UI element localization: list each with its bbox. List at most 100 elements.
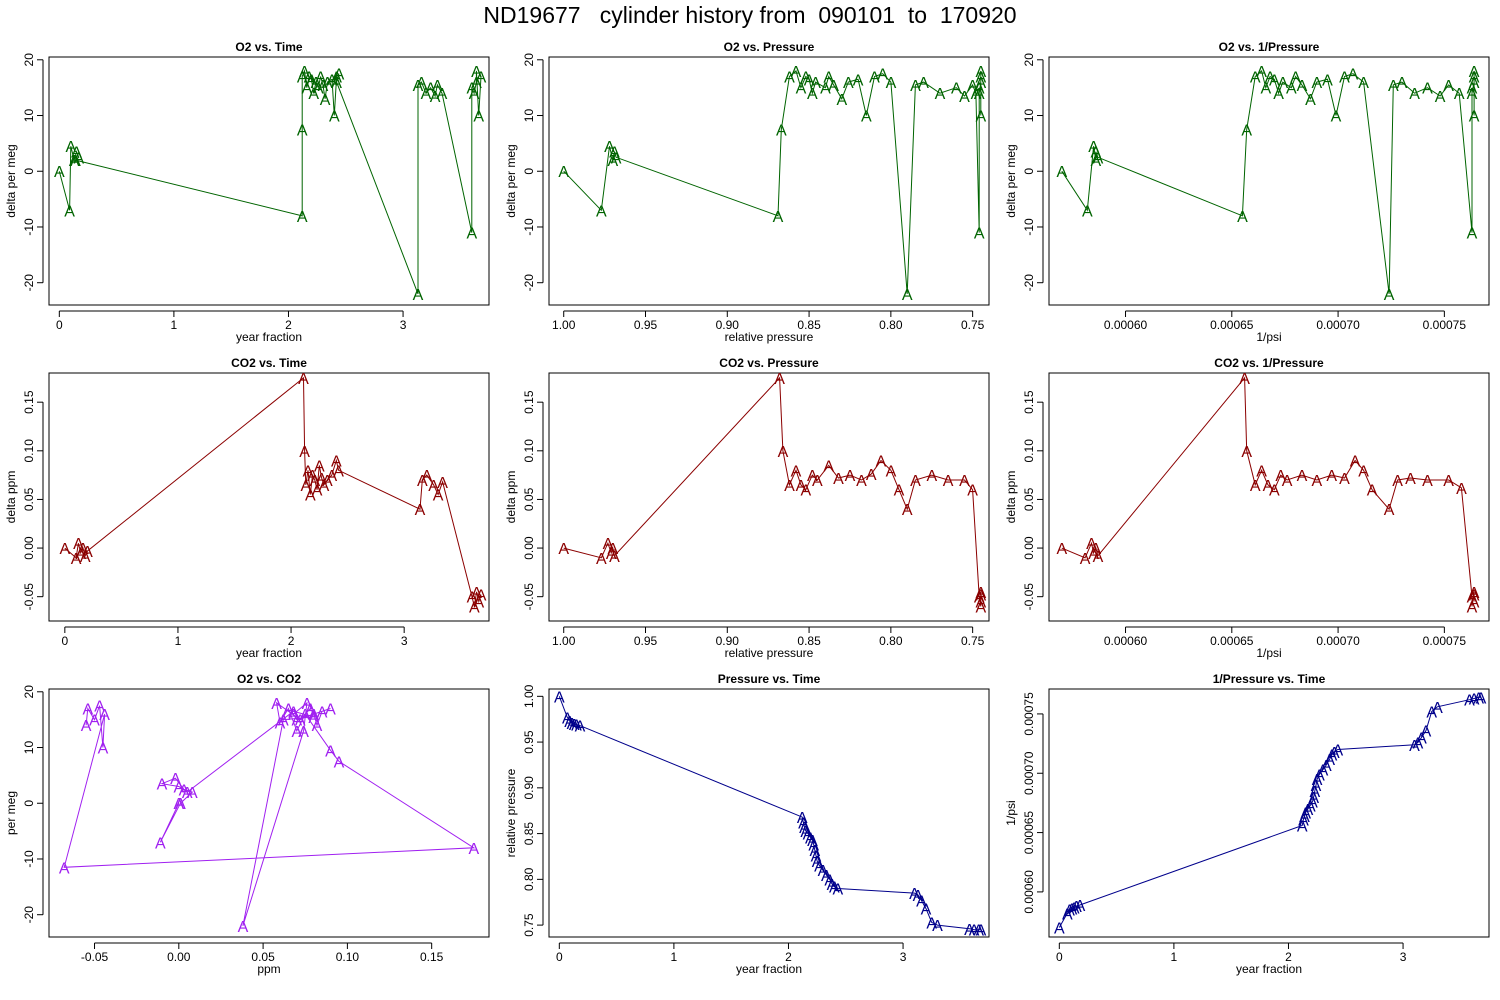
data-point: A: [1312, 772, 1323, 789]
data-point: A: [71, 145, 82, 162]
y-axis-label: delta per meg: [1004, 144, 1018, 217]
data-point: A: [916, 893, 927, 910]
data-point: A: [1397, 75, 1408, 92]
data-point: A: [1269, 483, 1280, 500]
data-point: A: [784, 70, 795, 87]
data-point: A: [1090, 145, 1101, 162]
chart-panel-3: O2 vs. 1/Pressure 0.00060 0.00065 0.00070 0.…: [1004, 40, 1490, 344]
data-point: A: [975, 70, 986, 87]
data-point: A: [1056, 164, 1067, 181]
data-point: A: [476, 588, 487, 605]
data-point: A: [312, 718, 323, 735]
x-axis-label: year fraction: [236, 330, 302, 344]
data-point: A: [437, 475, 448, 492]
data-point: A: [1090, 153, 1101, 170]
data-point: A: [1469, 588, 1480, 605]
data-point: A: [1241, 122, 1252, 139]
data-point: A: [967, 78, 978, 95]
data-point: A: [421, 468, 432, 485]
series-line: [58, 68, 482, 295]
data-point: A: [315, 70, 326, 87]
x-tick-label: 0.00075: [1423, 634, 1467, 648]
data-point: A: [288, 704, 299, 721]
data-point: A: [291, 724, 302, 741]
data-point: A: [836, 92, 847, 109]
data-point: A: [1237, 209, 1248, 226]
data-point: A: [1308, 790, 1319, 807]
chart-title: CO2 vs. 1/Pressure: [1214, 356, 1324, 370]
data-point: A: [1443, 78, 1454, 95]
data-point: A: [1321, 758, 1332, 775]
x-tick-label: 1: [175, 634, 182, 648]
y-tick-label: 0.00: [22, 536, 36, 560]
data-point: A: [778, 444, 789, 461]
x-axis-label: relative pressure: [725, 646, 814, 660]
x-tick-label: 0.85: [797, 634, 821, 648]
series-line: [1058, 696, 1481, 928]
series-line: [1061, 69, 1475, 294]
data-point: A: [73, 536, 84, 553]
data-point: A: [975, 588, 986, 605]
x-tick-label: 0.00065: [1210, 318, 1254, 332]
x-tick-label: 1: [171, 318, 178, 332]
data-point: A: [1467, 226, 1478, 243]
data-point: A: [886, 75, 897, 92]
data-point: A: [1469, 692, 1480, 709]
x-tick-label: 0.00060: [1104, 318, 1148, 332]
x-tick-label: 0.80: [879, 318, 903, 332]
data-point: A: [70, 153, 81, 170]
data-point: A: [976, 923, 987, 940]
data-point: A: [1469, 109, 1480, 126]
data-point: A: [1263, 478, 1274, 495]
data-point: A: [876, 454, 887, 471]
data-point: A: [432, 78, 443, 95]
data-point: A: [307, 468, 318, 485]
data-point: A: [1464, 693, 1475, 710]
chart-panel-2: O2 vs. Pressure 1.00 0.95 0.90 0.85 0.80 0.75 r…: [504, 40, 990, 344]
data-point: A: [306, 72, 317, 89]
data-point: A: [471, 75, 482, 92]
y-tick-label: 0.10: [522, 439, 536, 463]
data-point: A: [327, 72, 338, 89]
y-tick-label: 0.00: [1022, 536, 1036, 560]
data-point: A: [1075, 898, 1086, 915]
x-tick-label: 1.00: [552, 634, 576, 648]
data-point: A: [796, 81, 807, 98]
data-point: A: [1454, 86, 1465, 103]
data-point: A: [809, 843, 820, 860]
chart-title: Pressure vs. Time: [718, 672, 821, 686]
data-point: A: [606, 546, 617, 563]
data-point: A: [157, 777, 168, 794]
x-tick-label: 3: [401, 634, 408, 648]
chart-title: 1/Pressure vs. Time: [1213, 672, 1326, 686]
data-point: A: [611, 150, 622, 167]
y-axis-label: delta ppm: [1004, 471, 1018, 524]
data-point: A: [1443, 473, 1454, 490]
x-tick-label: 1: [671, 950, 678, 964]
y-axis-label: relative pressure: [504, 768, 518, 857]
y-tick-label: 0.00070: [1022, 751, 1036, 795]
chart-panel-7: O2 vs. CO2 -0.05 0.00 0.05 0.10 0.15 ppm -20 -10…: [4, 672, 490, 976]
x-tick-label: 0.75: [961, 634, 985, 648]
data-point: A: [1277, 75, 1288, 92]
x-tick-label: 2: [285, 318, 292, 332]
data-point: A: [791, 463, 802, 480]
data-point: A: [1322, 72, 1333, 89]
data-point: A: [1435, 89, 1446, 106]
y-tick-label: 0.05: [522, 487, 536, 511]
data-point: A: [1348, 67, 1359, 84]
data-point: A: [297, 70, 308, 87]
data-point: A: [65, 139, 76, 156]
data-point: A: [808, 838, 819, 855]
y-tick-label: 0.80: [522, 867, 536, 891]
data-point: A: [562, 710, 573, 727]
data-point: A: [1358, 75, 1369, 92]
data-point: A: [1324, 752, 1335, 769]
data-point: A: [1314, 767, 1325, 784]
data-point: A: [1282, 473, 1293, 490]
data-point: A: [1256, 64, 1267, 81]
data-point: A: [1250, 70, 1261, 87]
data-point: A: [182, 785, 193, 802]
data-point: A: [320, 92, 331, 109]
chart-panel-8: Pressure vs. Time 0 1 2 3 year fraction 0.75 0.…: [504, 672, 990, 976]
